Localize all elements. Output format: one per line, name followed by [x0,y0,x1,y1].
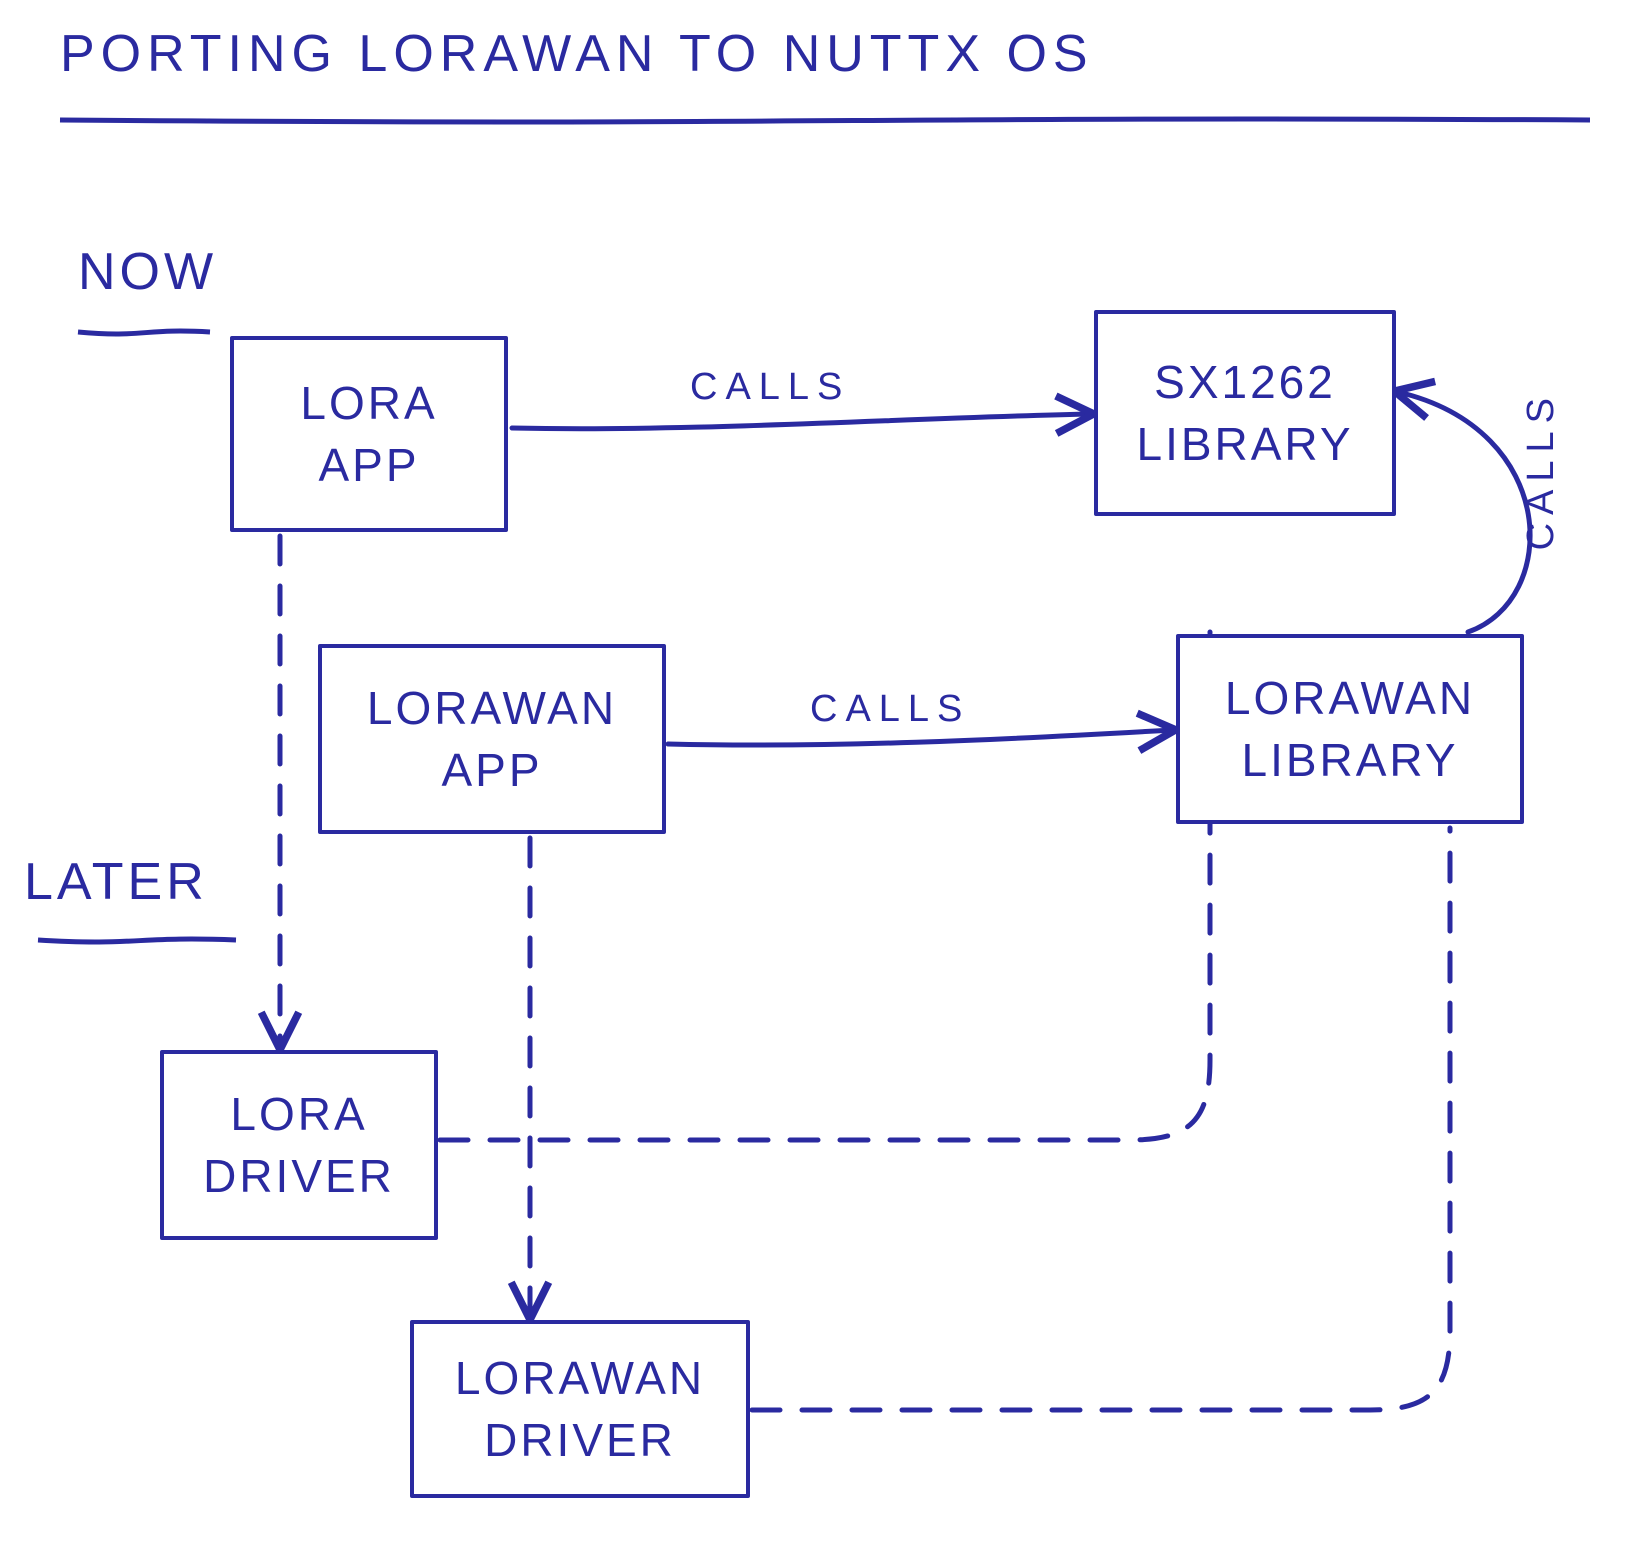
section-label-now: Now [78,242,217,302]
edge-lorawanlib_to_sxlib [1398,392,1530,632]
node-lorawan-app: LoRaWAN App [318,644,666,834]
edges-group [280,392,1530,1410]
node-lorawan-lib-line2: Library [1241,729,1458,791]
node-sx1262-lib-line1: SX1262 [1154,351,1336,413]
edge-loraapp_to_sxlib [512,414,1090,429]
node-lorawan-driver-line1: LoRaWAN [455,1347,705,1409]
node-lora-app-line1: LoRa [300,372,437,434]
node-lora-driver-line1: LoRa [230,1083,367,1145]
node-lora-driver: LoRa Driver [160,1050,438,1240]
edge-label-lorawanlib-sxlib: Calls [1520,390,1563,550]
edge-label-lorawanapp-lorawanlib: Calls [810,688,970,731]
node-lorawan-lib-line1: LoRaWAN [1225,667,1475,729]
node-lorawan-lib: LoRaWAN Library [1176,634,1524,824]
title-underline [60,119,1590,122]
edge-lorawandriver_to_lorawanlib [752,828,1450,1410]
node-lora-app: LoRa App [230,336,508,532]
node-sx1262-lib: SX1262 Library [1094,310,1396,516]
node-lora-driver-line2: Driver [203,1145,395,1207]
node-lorawan-driver-line2: Driver [484,1409,676,1471]
edge-lorawanapp_to_lorawanlib [668,730,1172,745]
now-underline [78,331,210,334]
page-title: Porting LoRaWAN to NuttX OS [60,24,1094,84]
node-lorawan-driver: LoRaWAN Driver [410,1320,750,1498]
edge-label-loraapp-sxlib: Calls [690,366,850,409]
node-lorawan-app-line1: LoRaWAN [367,677,617,739]
node-lora-app-line2: App [318,434,419,496]
diagram-canvas: Porting LoRaWAN to NuttX OS Now Later Lo… [0,0,1644,1549]
node-sx1262-lib-line2: Library [1136,413,1353,475]
section-label-later: Later [24,852,208,912]
node-lorawan-app-line2: App [441,739,542,801]
later-underline [38,939,236,942]
